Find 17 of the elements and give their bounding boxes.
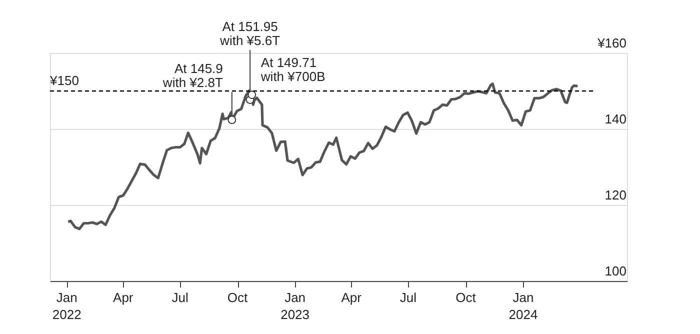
y-tick-label: 120 xyxy=(604,188,626,202)
x-tick-label: Oct xyxy=(456,290,476,305)
x-tick-label: Jan 2022 xyxy=(52,290,82,322)
x-tick-label: Apr xyxy=(113,290,134,305)
x-tick-label: Jan 2023 xyxy=(280,290,310,322)
y-tick-label: 100 xyxy=(604,264,626,278)
y-tick-label: 140 xyxy=(604,112,626,126)
annotation: At 145.9 with ¥2.8T xyxy=(162,61,223,90)
annotation: At 149.71 with ¥700B xyxy=(260,55,326,84)
x-tick-label: Jul xyxy=(400,290,417,305)
x-tick-label: Apr xyxy=(341,290,362,305)
x-tick-label: Oct xyxy=(227,290,248,305)
annotation: At 151.95 with ¥5.6T xyxy=(219,19,280,48)
ref-line-label: ¥150 xyxy=(49,73,79,88)
x-tick-label: Jul xyxy=(172,290,188,305)
x-tick-label: Jan 2024 xyxy=(508,290,538,322)
y-tick-label: ¥160 xyxy=(596,36,626,50)
